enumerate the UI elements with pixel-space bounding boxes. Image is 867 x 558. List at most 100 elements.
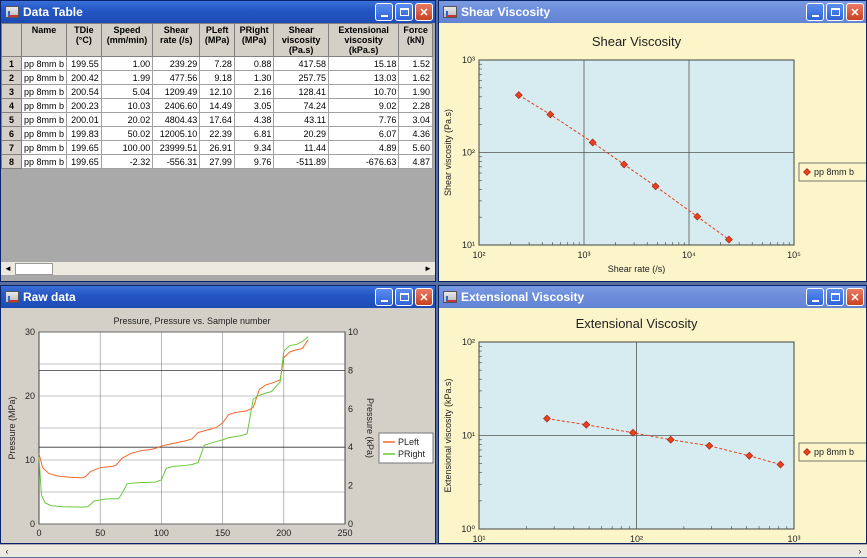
maximize-button[interactable] <box>395 288 413 306</box>
table-cell[interactable]: 12.10 <box>200 85 235 99</box>
table-cell[interactable]: 1.99 <box>101 71 153 85</box>
close-button[interactable]: ✕ <box>846 288 864 306</box>
table-cell[interactable]: 0.88 <box>234 57 273 71</box>
table-cell[interactable]: 20.02 <box>101 113 153 127</box>
table-cell[interactable]: -2.32 <box>101 155 153 169</box>
table-cell[interactable]: 200.01 <box>67 113 102 127</box>
shear-viscosity-window[interactable]: Shear Viscosity ✕ Shear Viscosity 10² 10³ 1… <box>438 0 867 282</box>
table-cell[interactable]: 257.75 <box>274 71 329 85</box>
raw-data-titlebar[interactable]: Raw data ✕ <box>1 286 435 308</box>
table-cell[interactable]: pp 8mm b <box>22 141 67 155</box>
row-header[interactable]: 8 <box>2 155 22 169</box>
row-header[interactable]: 6 <box>2 127 22 141</box>
column-header[interactable]: Force (kN) <box>399 24 433 57</box>
table-cell[interactable]: 1.00 <box>101 57 153 71</box>
table-cell[interactable]: 10.03 <box>101 99 153 113</box>
table-cell[interactable]: 477.56 <box>153 71 200 85</box>
table-row[interactable]: 6 pp 8mm b 199.83 50.02 12005.10 22.39 6.81 20.… <box>2 127 433 141</box>
table-cell[interactable]: 27.99 <box>200 155 235 169</box>
close-button[interactable]: ✕ <box>846 3 864 21</box>
table-cell[interactable]: 4.87 <box>399 155 433 169</box>
table-cell[interactable]: 100.00 <box>101 141 153 155</box>
column-header[interactable]: Name <box>22 24 67 57</box>
scroll-right-arrow-icon[interactable]: ► <box>421 262 435 276</box>
table-cell[interactable]: 128.41 <box>274 85 329 99</box>
table-cell[interactable]: 11.44 <box>274 141 329 155</box>
table-cell[interactable]: 6.07 <box>328 127 398 141</box>
minimize-button[interactable] <box>806 288 824 306</box>
row-header[interactable]: 5 <box>2 113 22 127</box>
table-cell[interactable]: 2406.60 <box>153 99 200 113</box>
table-row[interactable]: 8 pp 8mm b 199.65 -2.32 -556.31 27.99 9.76 -511… <box>2 155 433 169</box>
table-cell[interactable]: pp 8mm b <box>22 71 67 85</box>
close-button[interactable]: ✕ <box>415 288 433 306</box>
table-cell[interactable]: 17.64 <box>200 113 235 127</box>
minimize-button[interactable] <box>375 288 393 306</box>
row-header[interactable]: 3 <box>2 85 22 99</box>
table-cell[interactable]: pp 8mm b <box>22 127 67 141</box>
table-row[interactable]: 7 pp 8mm b 199.65 100.00 23999.51 26.91 9.34 11… <box>2 141 433 155</box>
table-cell[interactable]: 23999.51 <box>153 141 200 155</box>
table-cell[interactable]: 9.02 <box>328 99 398 113</box>
scroll-thumb[interactable] <box>15 263 53 275</box>
table-cell[interactable]: pp 8mm b <box>22 57 67 71</box>
column-header[interactable]: PLeft (MPa) <box>200 24 235 57</box>
table-cell[interactable]: 26.91 <box>200 141 235 155</box>
table-cell[interactable]: 7.76 <box>328 113 398 127</box>
data-table-grid[interactable]: Name TDie (°C) Speed (mm/min) Shear rate (/… <box>1 23 433 169</box>
horizontal-scrollbar[interactable]: ◄ ► <box>1 261 435 275</box>
column-header[interactable]: TDie (°C) <box>67 24 102 57</box>
table-cell[interactable]: 2.16 <box>234 85 273 99</box>
table-cell[interactable]: 5.04 <box>101 85 153 99</box>
table-cell[interactable]: 9.34 <box>234 141 273 155</box>
table-cell[interactable]: 200.54 <box>67 85 102 99</box>
table-cell[interactable]: 13.03 <box>328 71 398 85</box>
column-header[interactable] <box>2 24 22 57</box>
row-header[interactable]: 1 <box>2 57 22 71</box>
table-cell[interactable]: 417.58 <box>274 57 329 71</box>
table-cell[interactable]: 20.29 <box>274 127 329 141</box>
table-cell[interactable]: 6.81 <box>234 127 273 141</box>
close-button[interactable]: ✕ <box>415 3 433 21</box>
row-header[interactable]: 7 <box>2 141 22 155</box>
table-cell[interactable]: 1.52 <box>399 57 433 71</box>
table-cell[interactable]: 1.90 <box>399 85 433 99</box>
table-cell[interactable]: 199.55 <box>67 57 102 71</box>
maximize-button[interactable] <box>826 288 844 306</box>
column-header[interactable]: Speed (mm/min) <box>101 24 153 57</box>
table-cell[interactable]: 4.89 <box>328 141 398 155</box>
table-cell[interactable]: 5.60 <box>399 141 433 155</box>
table-cell[interactable]: 22.39 <box>200 127 235 141</box>
scroll-left-arrow-icon[interactable]: ◄ <box>1 262 15 276</box>
table-cell[interactable]: 4.36 <box>399 127 433 141</box>
data-table-window[interactable]: Data Table ✕ Name TDie (°C) Speed (mm/min)… <box>0 0 436 282</box>
table-cell[interactable]: pp 8mm b <box>22 85 67 99</box>
table-cell[interactable]: 12005.10 <box>153 127 200 141</box>
table-cell[interactable]: 4804.43 <box>153 113 200 127</box>
table-cell[interactable]: pp 8mm b <box>22 113 67 127</box>
table-cell[interactable]: 74.24 <box>274 99 329 113</box>
column-header[interactable]: Shear viscosity (Pa.s) <box>274 24 329 57</box>
table-row[interactable]: 3 pp 8mm b 200.54 5.04 1209.49 12.10 2.16 128.4… <box>2 85 433 99</box>
table-cell[interactable]: 9.76 <box>234 155 273 169</box>
table-cell[interactable]: 10.70 <box>328 85 398 99</box>
table-cell[interactable]: 3.05 <box>234 99 273 113</box>
table-cell[interactable]: 9.18 <box>200 71 235 85</box>
minimize-button[interactable] <box>806 3 824 21</box>
table-cell[interactable]: 239.29 <box>153 57 200 71</box>
table-cell[interactable]: -556.31 <box>153 155 200 169</box>
table-cell[interactable]: 199.83 <box>67 127 102 141</box>
ext-titlebar[interactable]: Extensional Viscosity ✕ <box>439 286 866 308</box>
table-cell[interactable]: 199.65 <box>67 141 102 155</box>
table-cell[interactable]: 1.62 <box>399 71 433 85</box>
table-cell[interactable]: -511.89 <box>274 155 329 169</box>
column-header[interactable]: Extensional viscosity (kPa.s) <box>328 24 398 57</box>
table-cell[interactable]: 200.23 <box>67 99 102 113</box>
maximize-button[interactable] <box>395 3 413 21</box>
table-cell[interactable]: 4.38 <box>234 113 273 127</box>
data-table-titlebar[interactable]: Data Table ✕ <box>1 1 435 23</box>
table-row[interactable]: 5 pp 8mm b 200.01 20.02 4804.43 17.64 4.38 43.1… <box>2 113 433 127</box>
scroll-left-arrow-icon[interactable]: ‹ <box>0 544 14 558</box>
table-row[interactable]: 4 pp 8mm b 200.23 10.03 2406.60 14.49 3.05 74.2… <box>2 99 433 113</box>
table-cell[interactable]: 199.65 <box>67 155 102 169</box>
